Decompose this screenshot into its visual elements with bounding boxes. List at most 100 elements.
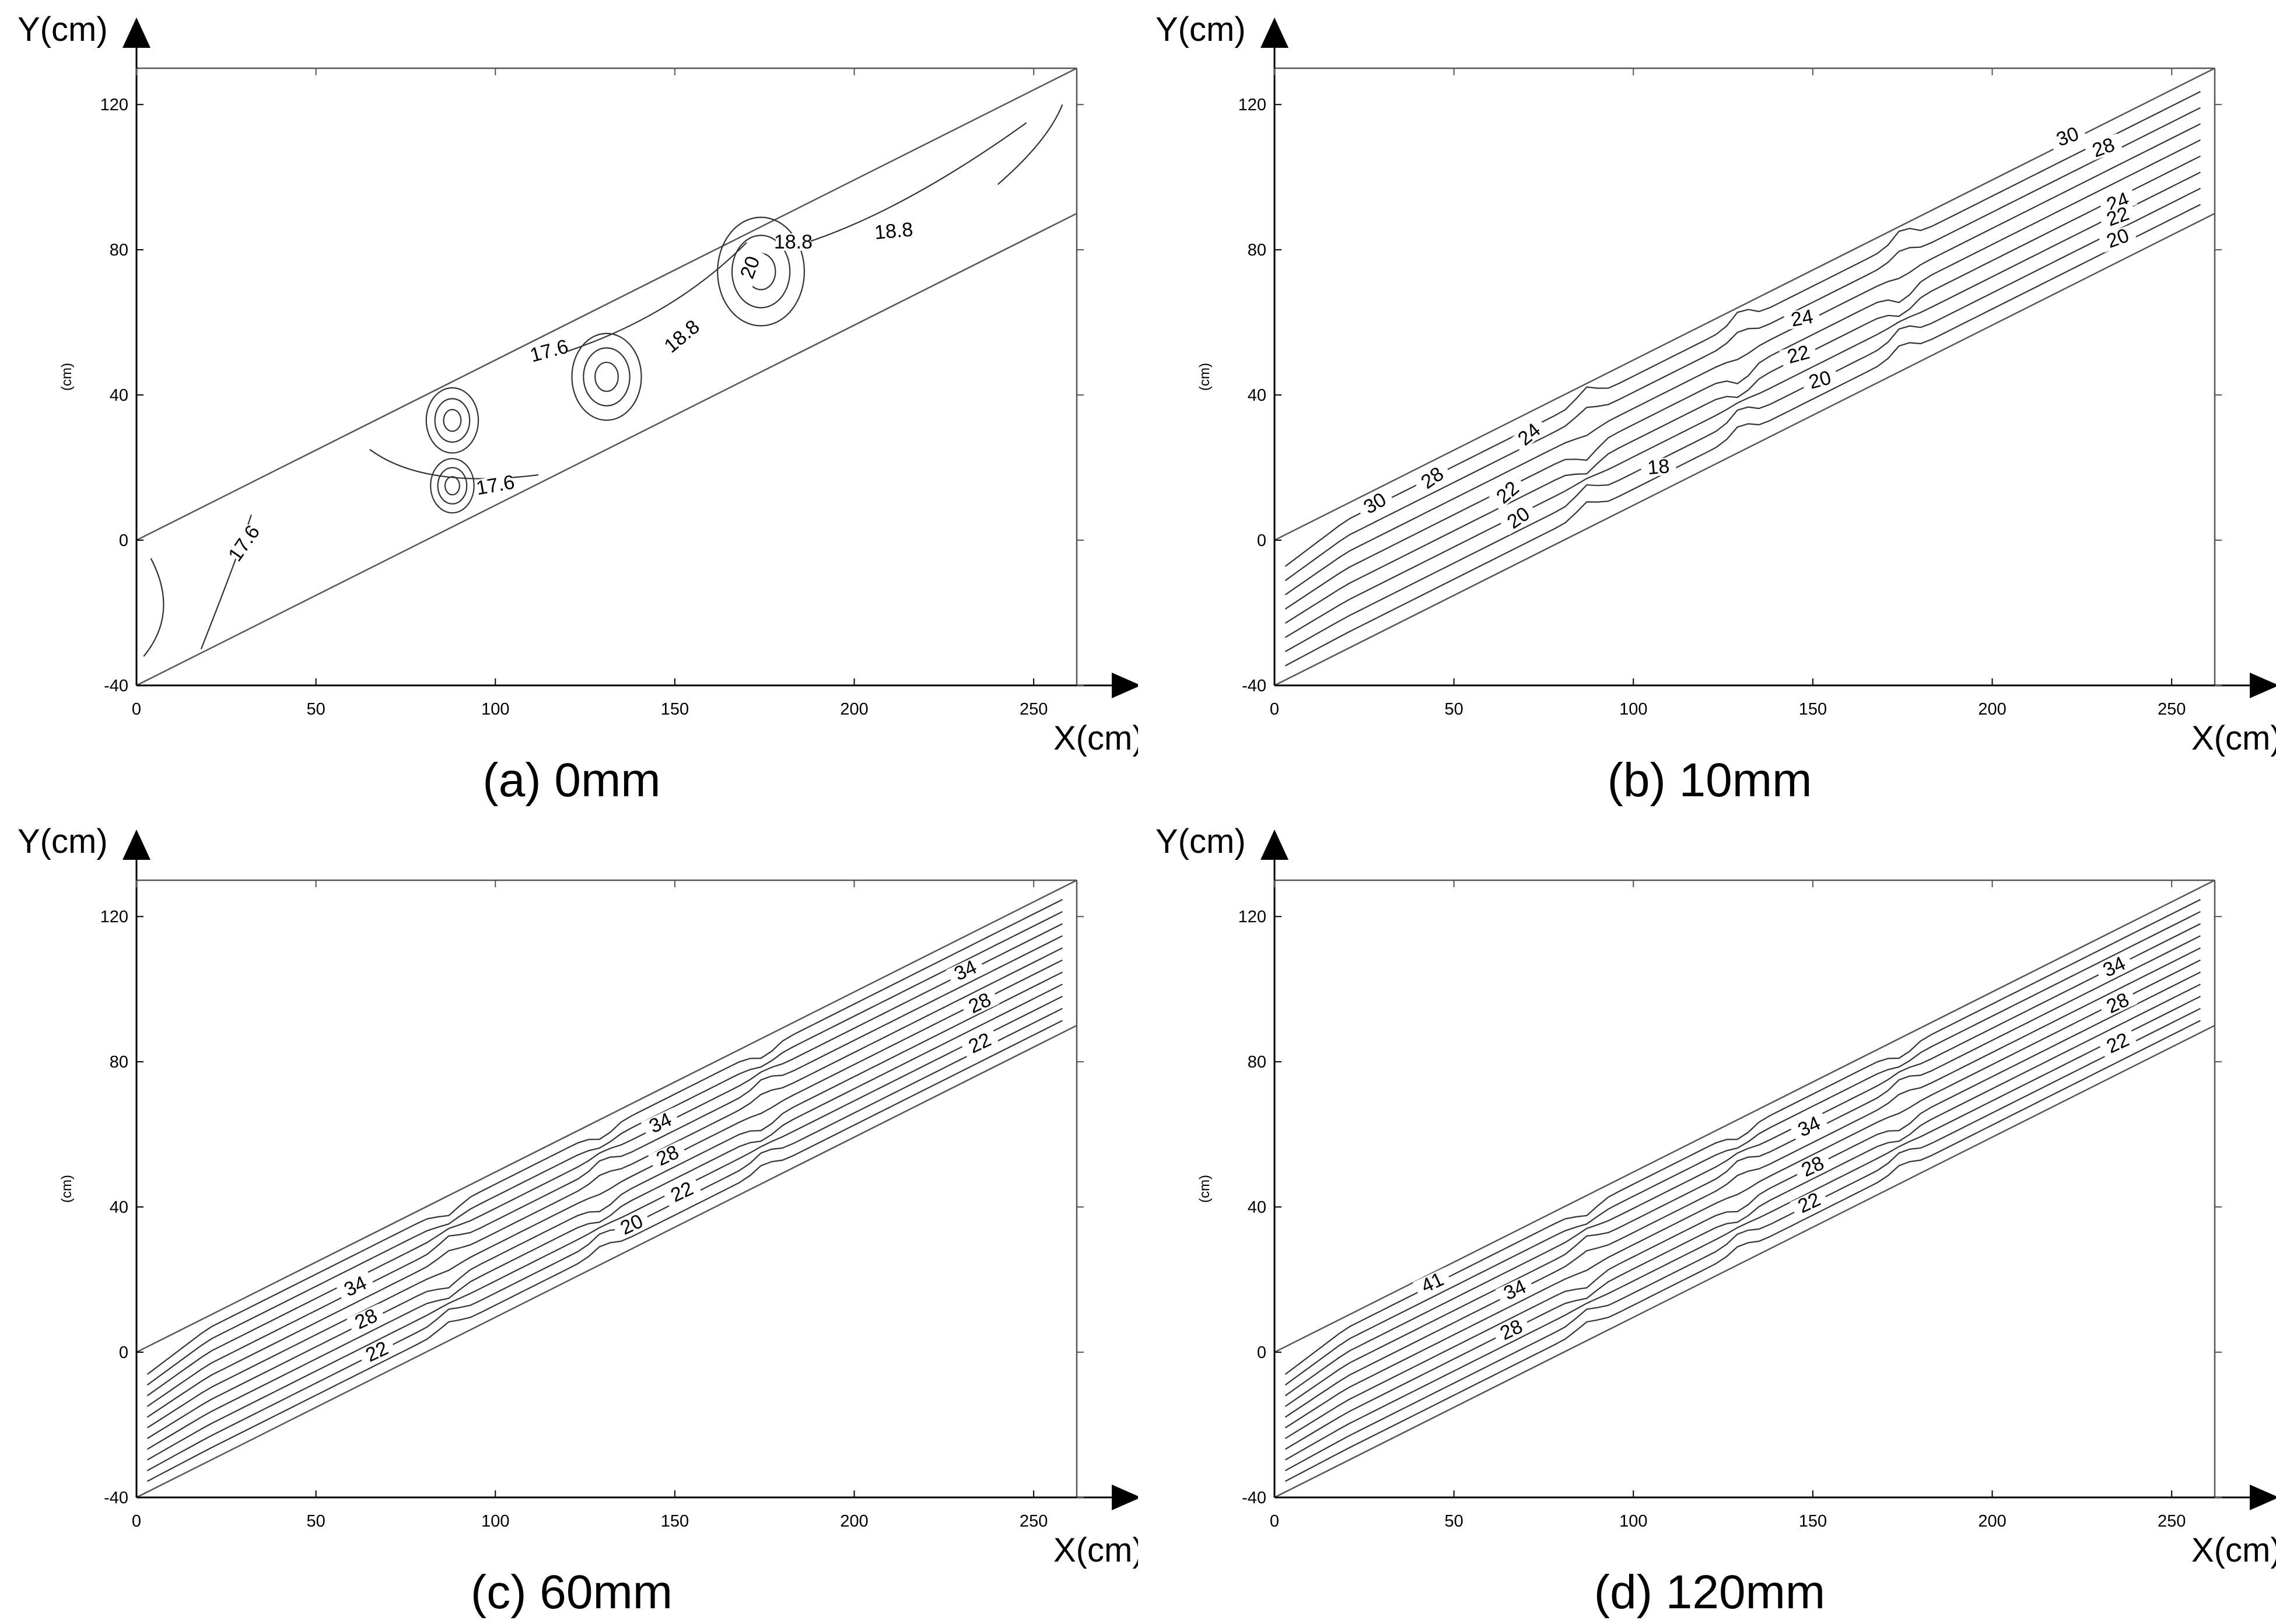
contour-line (566, 242, 747, 352)
panel-caption: (a) 0mm (482, 754, 660, 807)
x-tick-label: 200 (840, 1512, 868, 1531)
contour-line (146, 984, 1063, 1450)
channel-wall-lower (136, 212, 1077, 687)
contour-label: 24 (1790, 306, 1815, 331)
inner-y-unit-label: (cm) (59, 363, 75, 391)
contour-line (1284, 899, 2201, 1375)
contour-lines (1284, 899, 2201, 1482)
contour-label-bg (1779, 341, 1818, 368)
channel-wall-upper (136, 67, 1077, 541)
contour-label-bg (1413, 1267, 1452, 1298)
contour-label: 18.8 (774, 231, 813, 253)
contour-line (1284, 1007, 2201, 1472)
x-tick-label: 200 (840, 700, 868, 719)
contour-label-bg (775, 233, 811, 251)
x-tick-label: 0 (132, 700, 141, 719)
contour-line (146, 996, 1063, 1461)
contour-label: 18.8 (660, 316, 704, 358)
y-tick-label: 40 (1248, 1198, 1266, 1217)
contour-label-bg (648, 1140, 688, 1171)
contour-label-bg (357, 1336, 397, 1367)
x-tick-label: 150 (1799, 1512, 1827, 1531)
x-tick-label: 150 (661, 1512, 689, 1531)
contour-label: 17.6 (474, 471, 516, 499)
contour-label-bg (2098, 988, 2138, 1019)
y-axis-arrow-icon (122, 18, 150, 48)
contour-line (1284, 107, 2201, 582)
vortex-contour (430, 458, 475, 514)
x-tick-label: 0 (1270, 1512, 1279, 1531)
vortex-contour (583, 347, 631, 407)
x-axis-arrow-icon (1112, 1485, 1138, 1510)
contour-label-bg (736, 248, 765, 287)
contour-label-bg (1510, 416, 1549, 453)
x-tick-label: 50 (307, 700, 325, 719)
contour-label-bg (1801, 367, 1840, 393)
contour-line (146, 1007, 1063, 1472)
contour-label-bg (1495, 1275, 1535, 1306)
y-tick-label: 40 (110, 1198, 128, 1217)
y-axis-label: Y(cm) (1155, 10, 1246, 48)
y-tick-label: 80 (1248, 241, 1266, 260)
x-axis-arrow-icon (2250, 673, 2276, 698)
channel-wall-upper (1274, 879, 2215, 1353)
contour-line (1284, 935, 2201, 1407)
contour-label-bg (960, 988, 1000, 1019)
contour-line (146, 971, 1063, 1439)
y-tick-label: -40 (104, 1489, 128, 1507)
contour-label-bg (530, 338, 569, 364)
contour-label-bg (662, 1177, 702, 1208)
y-tick-label: 80 (110, 241, 128, 260)
panel-caption: (d) 120mm (1594, 1566, 1825, 1619)
contour-line (1284, 1020, 2201, 1482)
y-tick-label: 0 (1257, 531, 1266, 550)
vortex-contour (425, 387, 479, 454)
vortex-contour (437, 467, 468, 505)
y-tick-label: 40 (110, 386, 128, 405)
contour-label-bg (612, 1209, 652, 1240)
contour-label-bg (2095, 951, 2134, 982)
vortex-contour (594, 362, 619, 392)
contour-label-bg (346, 1303, 386, 1335)
x-axis-arrow-icon (2250, 1485, 2276, 1510)
channel-wall-lower (1274, 212, 2215, 687)
y-tick-label: -40 (1242, 1489, 1266, 1507)
contour-label-bg (2098, 224, 2138, 253)
contour-line (146, 1020, 1063, 1482)
panel-c: 0 50 100 150 200 250 -40 0 40 80 120 Y(cm) X(cm) (cm)… (0, 812, 1138, 1624)
contour-label: 18.8 (874, 218, 914, 244)
panel-b: 0 50 100 150 200 250 -40 0 40 80 120 Y(cm) X(cm) (cm)… (1138, 0, 2276, 812)
contour-line (997, 104, 1063, 185)
x-tick-label: 250 (1020, 1512, 1048, 1531)
x-axis-label: X(cm) (1053, 719, 1138, 757)
x-tick-label: 250 (1020, 700, 1048, 719)
x-tick-label: 200 (1978, 700, 2006, 719)
vortex-contour (434, 398, 471, 443)
contour-plot-a: 0 50 100 150 200 250-4004080120Y(cm)X(cm)(cm)… (17, 10, 1138, 807)
contour-label-bg (1790, 1187, 1829, 1219)
y-tick-label: -40 (1242, 677, 1266, 695)
contour-line (1284, 188, 2201, 652)
x-tick-label: 50 (1445, 1512, 1463, 1531)
contour-label-bg (1489, 474, 1527, 511)
contour-line (1284, 947, 2201, 1418)
contour-label-bg (1355, 487, 1395, 520)
contour-line (1284, 923, 2201, 1396)
y-axis-label: Y(cm) (1155, 822, 1246, 860)
contour-line (143, 558, 164, 657)
contour-label-bg (2048, 123, 2088, 151)
vortex-contour (731, 235, 791, 309)
x-tick-label: 150 (661, 700, 689, 719)
channel-wall-lower (1274, 1024, 2215, 1499)
x-axis-label: X(cm) (2191, 719, 2276, 757)
contour-label-bg (1790, 1111, 1829, 1142)
y-tick-label: 0 (1257, 1343, 1266, 1362)
contour-label-bg (335, 1270, 375, 1302)
x-axis-arrow-icon (1112, 673, 1138, 698)
x-tick-label: 200 (1978, 1512, 2006, 1531)
x-tick-label: 50 (1445, 700, 1463, 719)
y-tick-label: 0 (119, 1343, 128, 1362)
x-tick-label: 50 (307, 1512, 325, 1531)
panel-caption: (b) 10mm (1608, 754, 1812, 807)
contour-line (1284, 91, 2201, 567)
